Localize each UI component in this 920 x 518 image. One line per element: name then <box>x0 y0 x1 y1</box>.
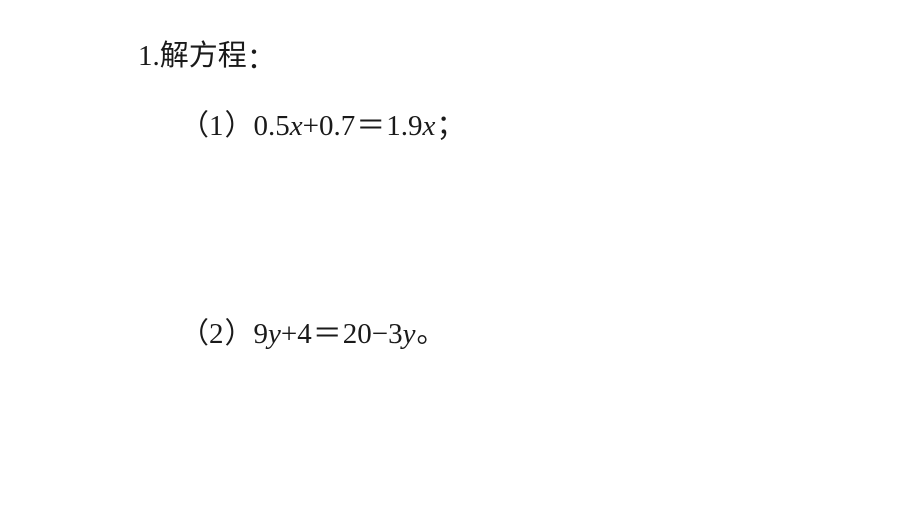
page: 1.解方程： （1）0.5x+0.7＝1.9x； （2）9y+4＝20−3y。 <box>0 0 920 518</box>
eq2-const-a: 4 <box>297 318 312 350</box>
eq2-plus: + <box>281 318 297 350</box>
eq1-paren-open: （ <box>180 110 209 142</box>
heading-title: 解方程 <box>160 40 247 72</box>
eq1-const: 0.7 <box>319 110 355 142</box>
equation-2: （2）9y+4＝20−3y。 <box>180 310 446 352</box>
eq2-equals: ＝ <box>312 318 343 350</box>
eq2-minus: − <box>372 318 388 350</box>
eq1-coef-b: 1.9 <box>386 110 422 142</box>
eq1-equals: ＝ <box>355 110 386 142</box>
eq1-terminator: ； <box>435 110 465 142</box>
heading-number: 1. <box>138 40 160 72</box>
eq2-var-b: y <box>403 318 416 350</box>
eq1-var-b: x <box>423 110 436 142</box>
eq2-coef-a: 9 <box>254 318 269 350</box>
eq2-coef-b: 3 <box>388 318 403 350</box>
eq1-index: 1 <box>209 110 225 142</box>
eq2-terminator: 。 <box>416 317 446 349</box>
eq2-paren-close: ） <box>225 318 254 350</box>
eq2-index: 2 <box>209 318 225 350</box>
eq1-plus: + <box>303 110 319 142</box>
eq2-const-b: 20 <box>343 318 372 350</box>
eq1-coef-a: 0.5 <box>254 110 290 142</box>
eq2-paren-open: （ <box>180 318 209 350</box>
eq2-var-a: y <box>268 318 281 350</box>
problem-heading: 1.解方程： <box>138 32 276 74</box>
eq1-paren-close: ） <box>225 110 254 142</box>
equation-1: （1）0.5x+0.7＝1.9x； <box>180 102 465 144</box>
heading-colon: ： <box>247 43 276 75</box>
eq1-var-a: x <box>290 110 303 142</box>
